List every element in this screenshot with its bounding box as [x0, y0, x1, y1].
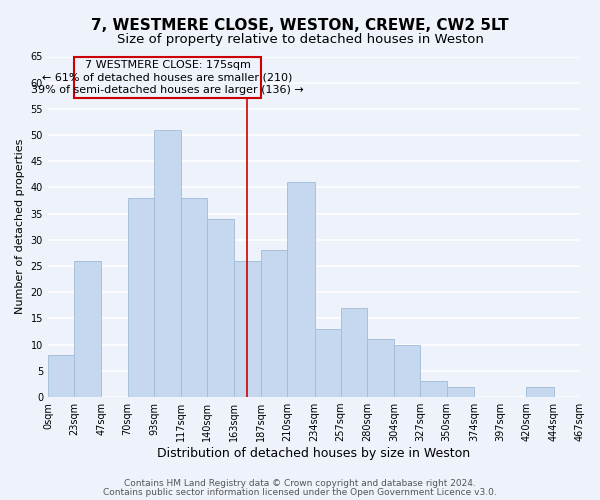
Text: 7, WESTMERE CLOSE, WESTON, CREWE, CW2 5LT: 7, WESTMERE CLOSE, WESTON, CREWE, CW2 5L…: [91, 18, 509, 32]
Bar: [233, 261, 261, 397]
Bar: [48, 355, 74, 397]
Text: ← 61% of detached houses are smaller (210): ← 61% of detached houses are smaller (21…: [43, 72, 293, 83]
Bar: [526, 386, 554, 397]
Text: 39% of semi-detached houses are larger (136) →: 39% of semi-detached houses are larger (…: [31, 85, 304, 95]
Bar: [341, 308, 367, 397]
Bar: [128, 198, 154, 397]
Bar: [208, 219, 233, 397]
Bar: [74, 261, 101, 397]
Bar: [287, 182, 314, 397]
FancyBboxPatch shape: [74, 56, 261, 98]
Text: 7 WESTMERE CLOSE: 175sqm: 7 WESTMERE CLOSE: 175sqm: [85, 60, 250, 70]
X-axis label: Distribution of detached houses by size in Weston: Distribution of detached houses by size …: [157, 447, 470, 460]
Bar: [446, 386, 474, 397]
Bar: [181, 198, 208, 397]
Bar: [394, 344, 421, 397]
Bar: [314, 329, 341, 397]
Bar: [421, 382, 446, 397]
Bar: [154, 130, 181, 397]
Bar: [261, 250, 287, 397]
Y-axis label: Number of detached properties: Number of detached properties: [15, 139, 25, 314]
Text: Contains public sector information licensed under the Open Government Licence v3: Contains public sector information licen…: [103, 488, 497, 497]
Bar: [367, 340, 394, 397]
Text: Size of property relative to detached houses in Weston: Size of property relative to detached ho…: [116, 32, 484, 46]
Text: Contains HM Land Registry data © Crown copyright and database right 2024.: Contains HM Land Registry data © Crown c…: [124, 479, 476, 488]
